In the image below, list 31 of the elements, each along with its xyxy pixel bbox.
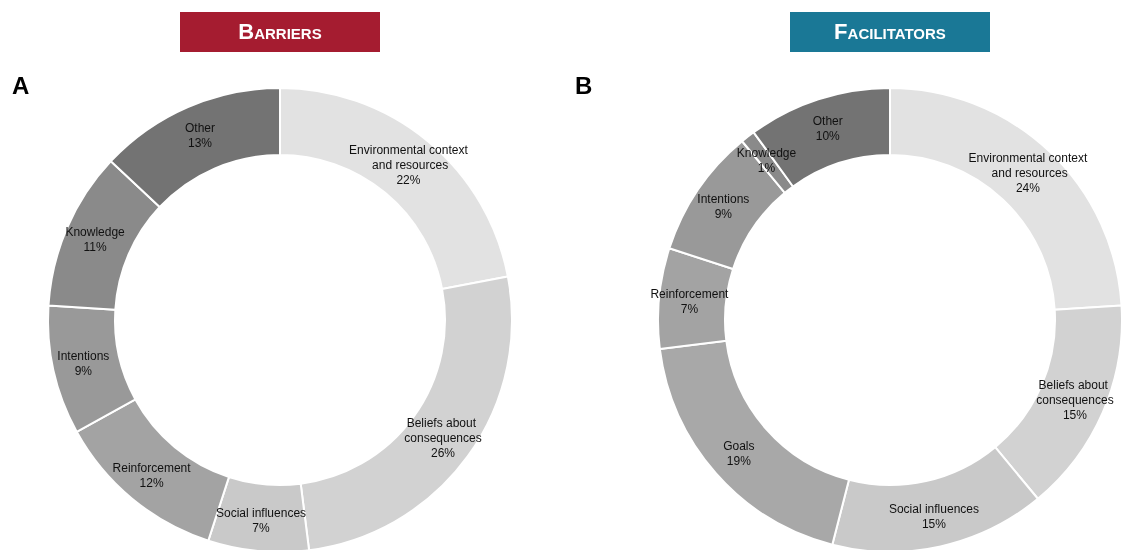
slice-label: Reinforcement	[112, 460, 192, 475]
slice-label: Knowledge	[65, 225, 126, 240]
data-label: 13%	[187, 135, 213, 150]
slice-label: Social influences	[216, 506, 307, 521]
chart-title: Facilitators	[790, 12, 990, 52]
chart-title: Barriers	[180, 12, 380, 52]
slice-label: Environmental context and resources	[349, 142, 469, 172]
slice-label: Other	[184, 120, 215, 135]
data-label: 10%	[815, 128, 841, 143]
slice-label: Intentions	[57, 349, 110, 364]
slice-label: Beliefs about consequences	[1036, 378, 1114, 408]
slice-label: Environmental context and resources	[968, 151, 1088, 181]
data-label: 15%	[1062, 408, 1088, 423]
data-label: 7%	[252, 521, 271, 536]
data-label: 24%	[1015, 181, 1041, 196]
text: A	[12, 72, 30, 100]
slice-label: Social influences	[888, 502, 979, 517]
data-label: 15%	[921, 517, 947, 532]
data-label: 7%	[680, 301, 699, 316]
slice-label: Beliefs about consequences	[404, 416, 482, 446]
data-label: 12%	[139, 475, 164, 490]
slice-label: Other	[812, 113, 843, 128]
data-label: 26%	[431, 446, 456, 461]
slice-label: Intentions	[697, 192, 750, 207]
text: B	[575, 72, 593, 100]
slice-label: Goals	[723, 438, 755, 453]
data-label: 11%	[83, 240, 107, 255]
data-label: 22%	[396, 172, 421, 187]
data-label: 9%	[714, 207, 733, 222]
data-label: 19%	[726, 453, 752, 468]
data-label: 9%	[74, 364, 93, 379]
